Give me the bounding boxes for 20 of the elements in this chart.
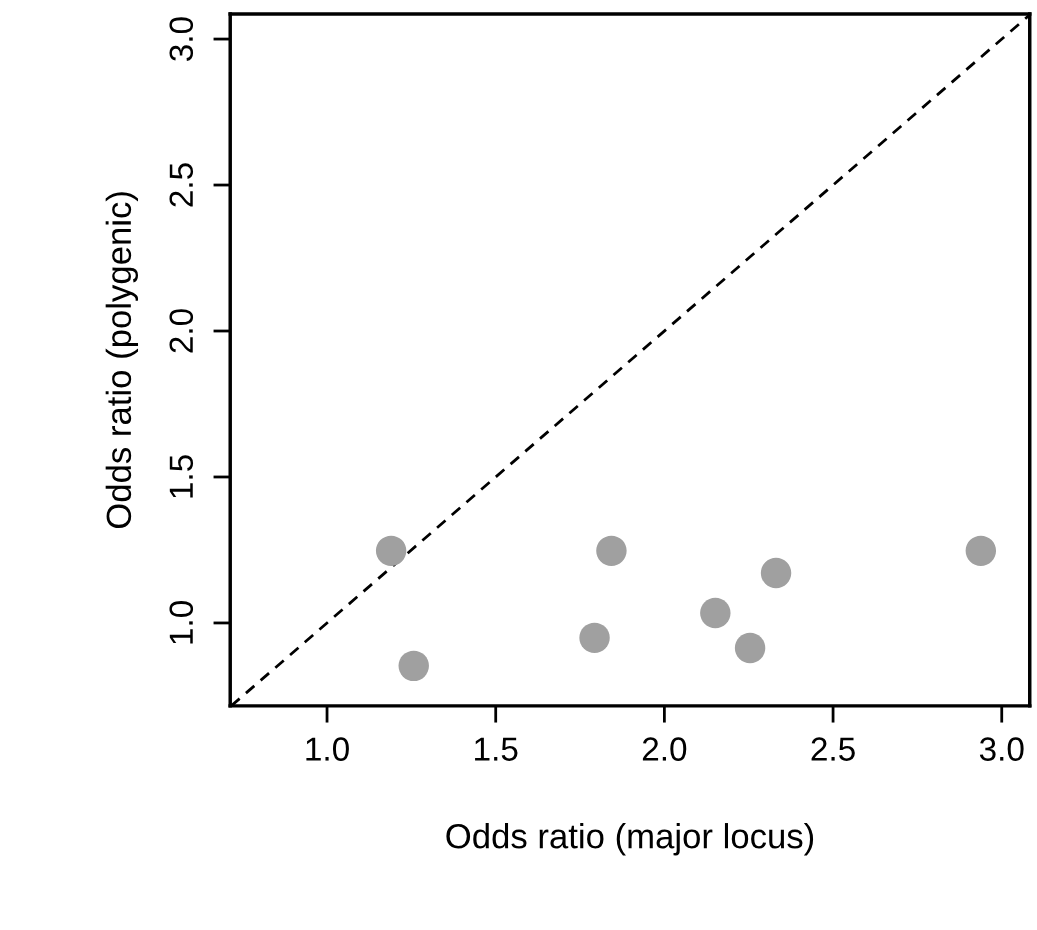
point xyxy=(760,557,792,589)
point xyxy=(596,535,627,567)
y-tick-label: 2.5 xyxy=(169,163,194,207)
point xyxy=(965,535,997,567)
x-tick-label: 3.0 xyxy=(979,737,1024,761)
x-tick-label: 1.5 xyxy=(475,737,518,761)
point xyxy=(579,622,610,654)
y-tick-label: 1.5 xyxy=(169,455,194,498)
point xyxy=(700,597,731,629)
point xyxy=(734,632,766,664)
x-tick-label: 1.0 xyxy=(306,737,349,761)
y-tick-label: 3.0 xyxy=(169,17,194,61)
x-tick-label: 2.5 xyxy=(811,737,855,761)
point xyxy=(375,535,407,567)
y-tick-label: 1.0 xyxy=(169,601,194,644)
x-axis-title: Odds ratio (major locus) xyxy=(446,823,814,856)
x-tick-label: 2.0 xyxy=(642,737,687,761)
point xyxy=(398,650,429,682)
y-axis-title: Odds ratio (polygenic) xyxy=(105,192,139,529)
y-tick-label: 2.0 xyxy=(169,309,194,353)
